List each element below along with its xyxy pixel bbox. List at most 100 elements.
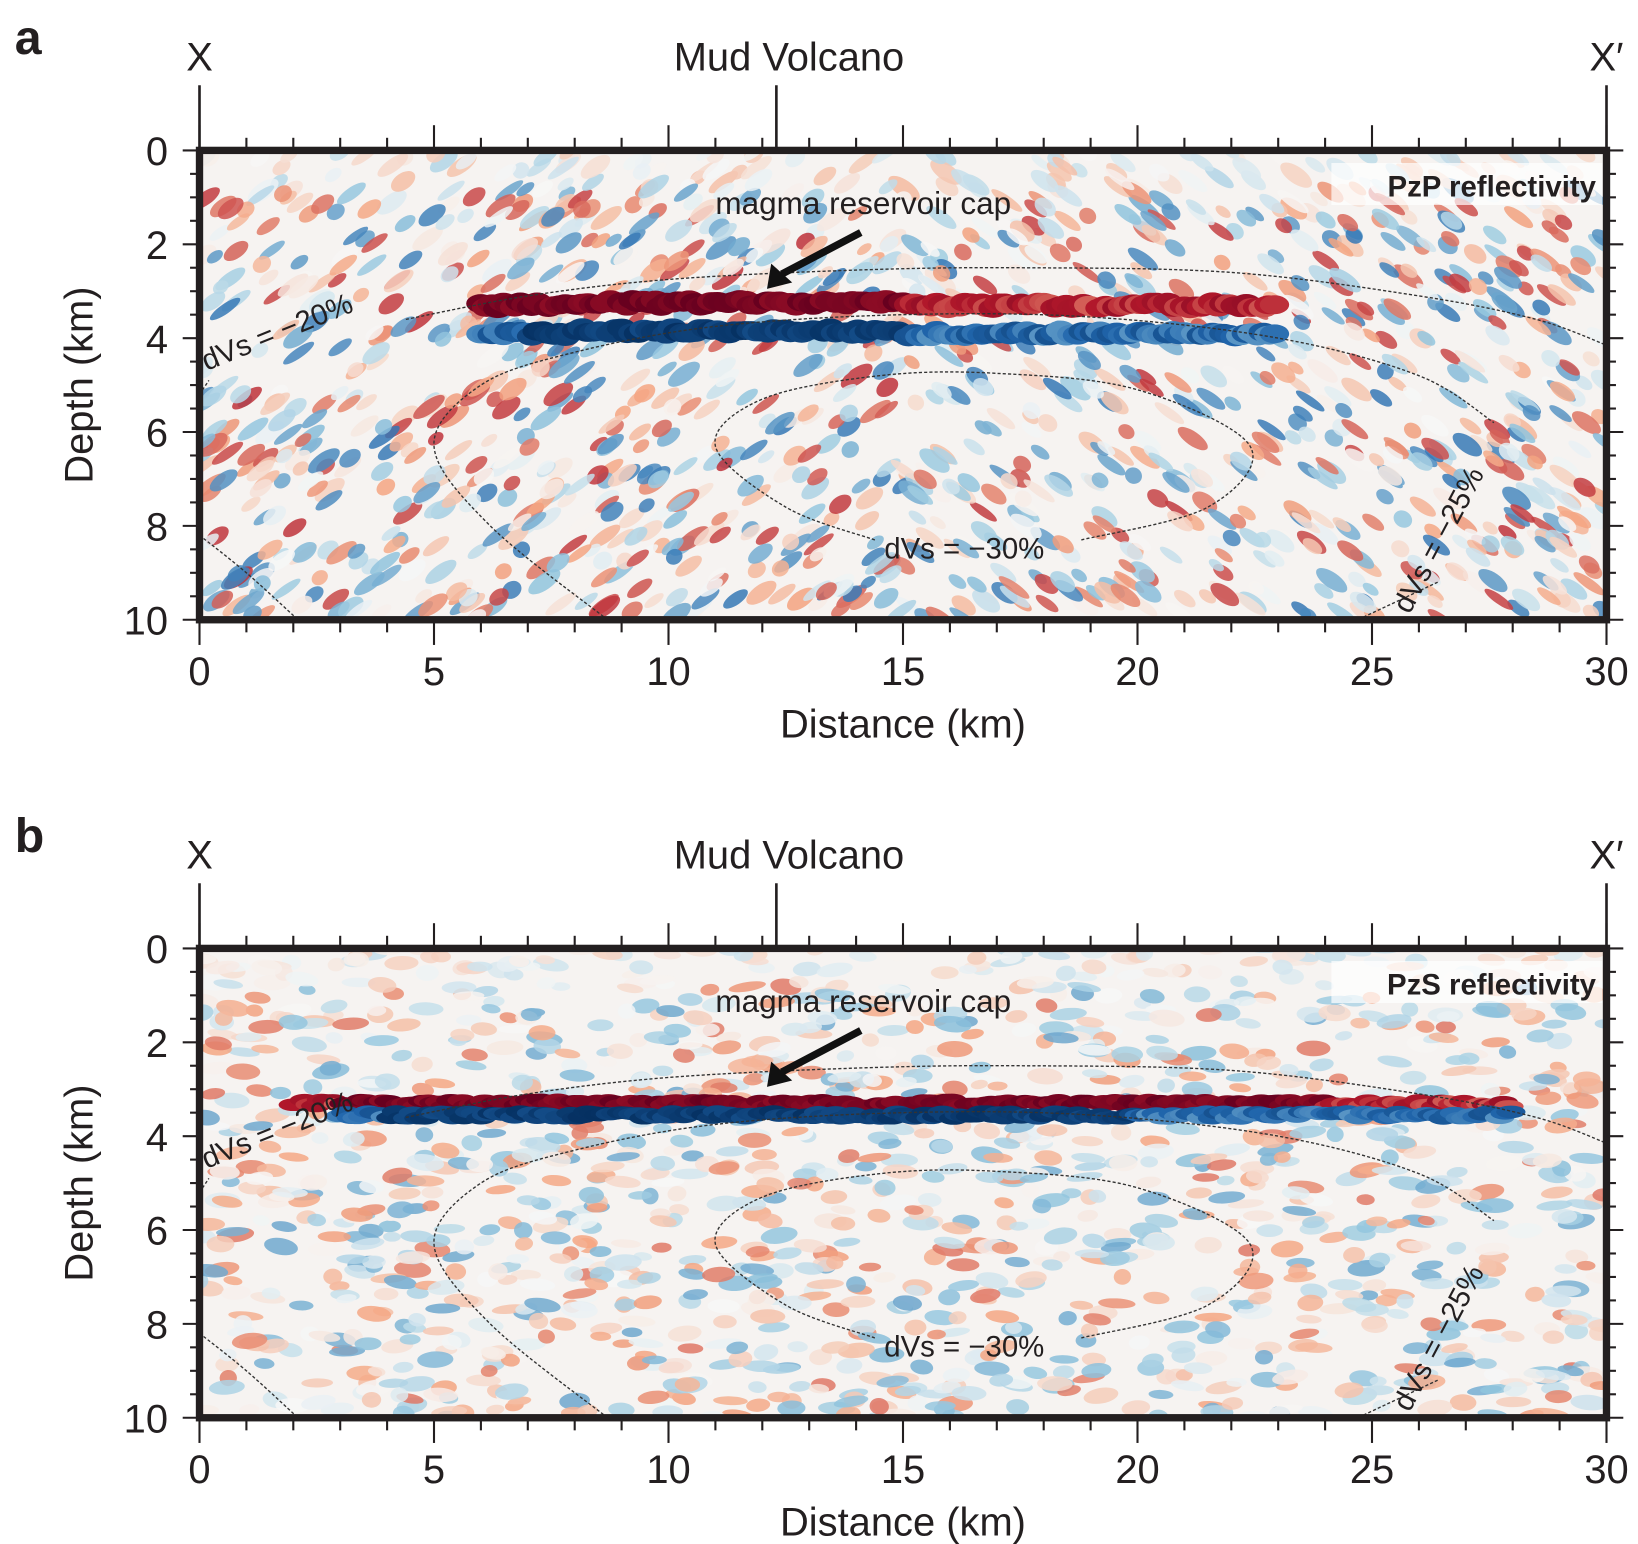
reflectivity-blob xyxy=(1171,1347,1196,1363)
reflectivity-blob xyxy=(1480,1333,1506,1343)
reflectivity-blob xyxy=(1207,535,1233,556)
reflectivity-blob xyxy=(1015,1271,1047,1288)
reflectivity-blob xyxy=(820,1190,848,1204)
reflectivity-blob xyxy=(1525,1286,1545,1302)
reflectivity-blob xyxy=(699,578,723,597)
reflectivity-blob xyxy=(1312,250,1340,271)
reflectivity-blob xyxy=(406,1286,429,1299)
reflectivity-blob xyxy=(667,491,694,512)
reflectivity-blob xyxy=(1307,359,1338,383)
reflectivity-blob xyxy=(481,1004,501,1014)
reflectivity-blob xyxy=(927,1329,946,1340)
reflectivity-blob xyxy=(860,575,876,589)
reflectivity-blob xyxy=(926,205,957,229)
reflectivity-blob xyxy=(1485,325,1510,346)
reflectivity-blob xyxy=(597,433,624,455)
reflectivity-blob xyxy=(1091,472,1109,489)
reflectivity-blob xyxy=(206,1235,235,1253)
reflectivity-blob xyxy=(1298,1405,1334,1418)
reflectivity-blob xyxy=(771,560,790,577)
reflectivity-blob xyxy=(1066,236,1083,252)
reflectivity-blob xyxy=(1081,1069,1108,1079)
reflectivity-blob xyxy=(1575,375,1593,391)
reflectivity-blob xyxy=(649,1215,677,1228)
reflectivity-blob xyxy=(323,1268,343,1285)
reflectivity-blob xyxy=(1481,1219,1509,1230)
reflectivity-blob xyxy=(907,1395,928,1411)
reflectivity-blob xyxy=(1054,185,1083,207)
reflectivity-blob xyxy=(1485,1155,1524,1172)
reflectivity-blob xyxy=(528,569,561,595)
reflectivity-blob xyxy=(1154,402,1185,425)
reflectivity-blob xyxy=(271,578,301,600)
reflectivity-blob xyxy=(427,323,451,343)
reflectivity-blob xyxy=(252,255,272,273)
reflectivity-blob xyxy=(1148,1009,1185,1027)
reflectivity-blob xyxy=(971,217,1000,239)
reflectivity-blob xyxy=(1001,1168,1028,1181)
reflectivity-blob xyxy=(723,589,748,609)
reflectivity-blob xyxy=(991,189,1023,212)
reflectivity-blob xyxy=(365,325,384,341)
reflectivity-blob xyxy=(467,543,488,560)
reflectivity-blob xyxy=(1147,489,1169,508)
contour-minus-25 xyxy=(1357,581,1438,620)
x-tick-label: 20 xyxy=(1115,650,1159,694)
reflectivity-blob xyxy=(404,447,427,464)
reflectivity-blob xyxy=(388,1187,421,1200)
reflectivity-blob xyxy=(467,284,486,300)
reflectivity-blob xyxy=(559,1392,590,1410)
reflectivity-blob xyxy=(1532,1153,1562,1169)
reflectivity-blob xyxy=(1560,578,1588,600)
reflectivity-blob xyxy=(1097,454,1126,476)
reflectivity-blob xyxy=(1076,1016,1105,1028)
reflectivity-blob xyxy=(199,1405,220,1416)
reflectivity-blob xyxy=(1224,396,1242,411)
profile-end-label: X′ xyxy=(1589,834,1623,878)
reflectivity-blob xyxy=(1050,571,1076,593)
reflectivity-blob xyxy=(1480,1384,1512,1394)
reflectivity-blob xyxy=(589,436,608,452)
reflectivity-blob xyxy=(209,224,231,241)
reflectivity-blob xyxy=(1157,1078,1175,1093)
reflectivity-blob xyxy=(756,1177,785,1193)
reflectivity-blob xyxy=(219,1348,237,1362)
reflectivity-blob xyxy=(726,1341,749,1355)
y-tick-label: 2 xyxy=(146,1022,168,1066)
reflectivity-blob xyxy=(1069,1300,1094,1310)
reflectivity-blob xyxy=(561,1057,588,1073)
reflectivity-blob xyxy=(798,503,826,524)
reflectivity-blob xyxy=(361,233,388,253)
reflectivity-blob xyxy=(760,1226,798,1244)
reflectivity-blob xyxy=(201,579,223,597)
reflectivity-blob xyxy=(1369,1252,1391,1268)
reflectivity-blob xyxy=(461,1135,483,1152)
reflectivity-blob xyxy=(1328,238,1354,257)
reflectivity-blob xyxy=(1482,521,1498,535)
reflectivity-blob xyxy=(526,556,556,580)
reflectivity-blob xyxy=(614,1298,638,1311)
reflectivity-blob xyxy=(250,150,270,167)
reflectivity-blob xyxy=(1552,456,1580,478)
reflectivity-blob xyxy=(204,1036,232,1051)
reflectivity-blob xyxy=(480,273,506,293)
reflectivity-blob xyxy=(1329,276,1354,297)
reflectivity-blob xyxy=(378,1378,409,1388)
reflectivity-blob xyxy=(268,549,295,571)
reflectivity-blob xyxy=(873,1272,896,1283)
reflectivity-blob xyxy=(301,1378,334,1388)
reflectivity-blob xyxy=(980,1349,998,1362)
reflectivity-blob xyxy=(482,258,512,283)
reflectivity-blob xyxy=(199,361,214,379)
reflectivity-blob xyxy=(1498,442,1520,462)
reflectivity-blob xyxy=(639,258,670,283)
reflectivity-blob xyxy=(1564,1322,1589,1340)
reflectivity-blob xyxy=(1511,1007,1537,1021)
reflectivity-blob xyxy=(1233,996,1257,1007)
reflectivity-blob xyxy=(368,425,400,449)
reflectivity-blob xyxy=(854,1161,877,1172)
reflectivity-blob xyxy=(341,977,376,988)
reflectivity-blob xyxy=(713,1315,737,1329)
reflectivity-blob xyxy=(993,1137,1021,1149)
reflectivity-blob xyxy=(1480,1082,1501,1099)
